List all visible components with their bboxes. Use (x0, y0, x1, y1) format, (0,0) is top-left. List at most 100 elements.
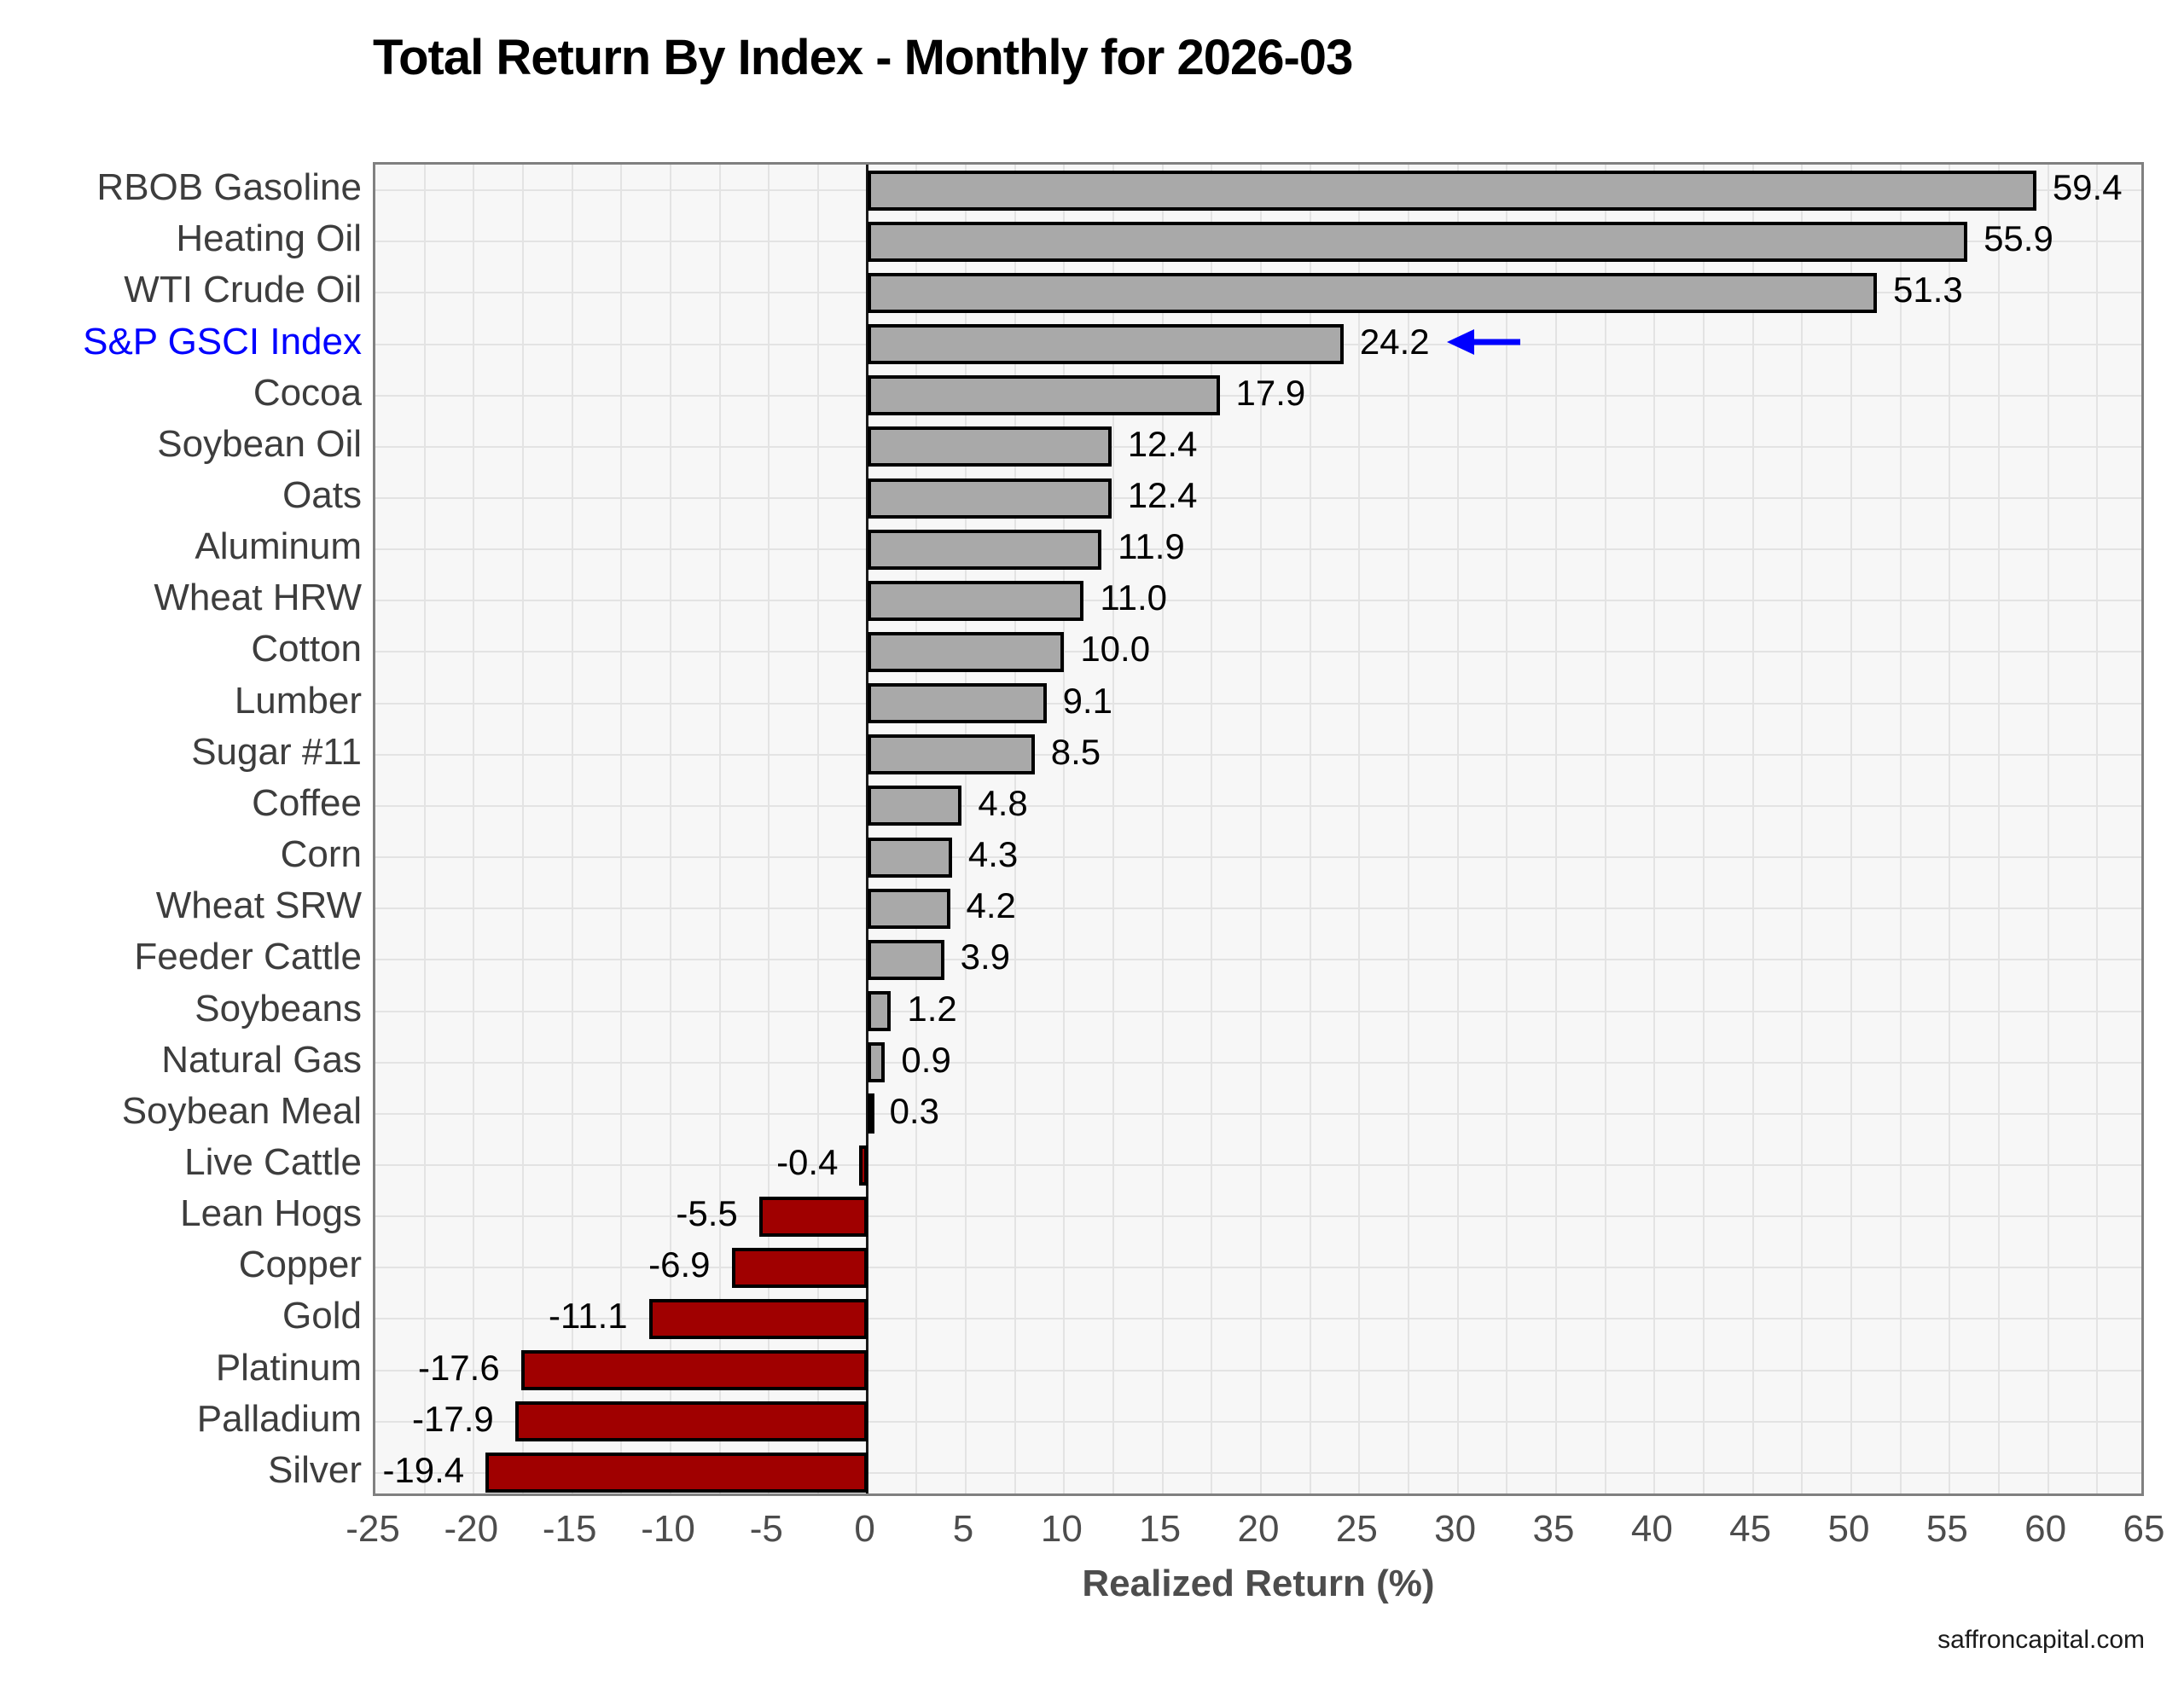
bar-rbob-gasoline (867, 170, 2036, 211)
gridline-vertical (522, 165, 524, 1493)
value-text: -6.9 (648, 1244, 711, 1285)
category-label-platinum: Platinum (215, 1346, 362, 1389)
gridline-vertical (1751, 165, 1754, 1493)
x-tick-label: 45 (1729, 1508, 1772, 1550)
category-label-cocoa: Cocoa (253, 371, 362, 414)
bar-copper (731, 1247, 868, 1288)
value-label-lumber: 9.1 (1063, 681, 1112, 722)
x-tick-label: 5 (952, 1508, 974, 1550)
gridline-horizontal (375, 1369, 2141, 1372)
gridline-horizontal (375, 1164, 2141, 1166)
x-tick-label: -25 (346, 1508, 400, 1550)
bar-platinum (520, 1350, 868, 1391)
gridline-vertical (1211, 165, 1213, 1493)
gridline-horizontal (375, 1061, 2141, 1064)
gridline-vertical (1456, 165, 1459, 1493)
gridline-horizontal (375, 1010, 2141, 1012)
value-text: -17.9 (412, 1398, 494, 1439)
value-label-coffee: 4.8 (978, 783, 1027, 824)
value-text: 0.9 (901, 1039, 951, 1080)
zero-axis-line (866, 165, 869, 1493)
gridline-vertical (1998, 165, 2000, 1493)
value-label-soybean-meal: 0.3 (890, 1091, 939, 1132)
gridline-vertical (1063, 165, 1066, 1493)
category-label-coffee: Coffee (252, 781, 362, 824)
gridline-horizontal (375, 702, 2141, 705)
value-label-rbob-gasoline: 59.4 (2053, 167, 2123, 208)
gridline-vertical (915, 165, 918, 1493)
value-text: 4.8 (978, 782, 1028, 823)
value-text: 59.4 (2052, 167, 2123, 208)
x-tick-label: 55 (1926, 1508, 1968, 1550)
category-label-soybean-oil: Soybean Oil (157, 422, 362, 465)
x-tick-label: 30 (1434, 1508, 1477, 1550)
value-text: 3.9 (960, 937, 1011, 977)
gridline-vertical (1949, 165, 1951, 1493)
gridline-horizontal (375, 497, 2141, 499)
value-text: 8.5 (1050, 731, 1101, 772)
value-label-wheat-hrw: 11.0 (1100, 577, 1167, 618)
gridline-horizontal (375, 753, 2141, 756)
value-text: 0.3 (889, 1090, 939, 1131)
bar-coffee (867, 786, 962, 826)
category-label-rbob-gasoline: RBOB Gasoline (96, 166, 362, 209)
category-label-palladium: Palladium (196, 1397, 362, 1440)
category-label-lumber: Lumber (234, 679, 362, 722)
chart-title: Total Return By Index - Monthly for 2026… (373, 30, 1353, 85)
category-label-live-cattle: Live Cattle (184, 1141, 362, 1183)
gridline-vertical (2096, 165, 2099, 1493)
gridline-horizontal (375, 1215, 2141, 1218)
value-label-copper: -6.9 (506, 1244, 711, 1285)
gridline-horizontal (375, 445, 2141, 448)
gridline-vertical (1801, 165, 1804, 1493)
gridline-horizontal (375, 1318, 2141, 1320)
gridline-vertical (1408, 165, 1409, 1493)
value-text: -19.4 (382, 1449, 465, 1490)
value-label-oats: 12.4 (1128, 475, 1198, 516)
footer-watermark: saffroncapital.com (1937, 1626, 2145, 1654)
gridline-horizontal (375, 856, 2141, 859)
bar-lumber (867, 683, 1047, 724)
bar-cocoa (867, 375, 1220, 416)
x-tick-label: 60 (2024, 1508, 2067, 1550)
value-text: 9.1 (1062, 680, 1112, 721)
value-label-wti-crude-oil: 51.3 (1893, 270, 1963, 310)
category-label-wheat-srw: Wheat SRW (155, 884, 362, 927)
value-label-cocoa: 17.9 (1236, 373, 1306, 414)
gridline-vertical (1899, 165, 1902, 1493)
gridline-horizontal (375, 548, 2141, 551)
category-label-corn: Corn (280, 833, 362, 876)
value-text: 4.3 (967, 834, 1019, 875)
value-label-natural-gas: 0.9 (901, 1040, 950, 1081)
value-label-lean-hogs: -5.5 (533, 1193, 738, 1234)
value-text: 11.0 (1100, 577, 1168, 618)
category-label-feeder-cattle: Feeder Cattle (134, 936, 362, 978)
value-text: -17.6 (417, 1347, 500, 1388)
gridline-horizontal (375, 1267, 2141, 1269)
bar-corn (867, 837, 952, 878)
bar-wheat-srw (867, 888, 950, 929)
gridline-vertical (817, 165, 819, 1493)
gridline-vertical (670, 165, 671, 1493)
gridline-horizontal (375, 651, 2141, 653)
gridline-vertical (423, 165, 426, 1493)
bar-feeder-cattle (867, 939, 944, 980)
gridline-horizontal (375, 394, 2141, 397)
bar-cotton (867, 631, 1065, 672)
value-label-cotton: 10.0 (1080, 629, 1150, 670)
bar-palladium (514, 1401, 868, 1442)
gridline-vertical (768, 165, 770, 1493)
x-axis-title: Realized Return (%) (1082, 1563, 1435, 1604)
gridline-vertical (1703, 165, 1705, 1493)
value-text: -5.5 (676, 1193, 738, 1234)
bar-sugar-11 (867, 734, 1035, 775)
category-label-wheat-hrw: Wheat HRW (154, 577, 362, 619)
gridline-horizontal (375, 804, 2141, 807)
value-label-silver: -19.4 (259, 1450, 464, 1491)
category-label-lean-hogs: Lean Hogs (180, 1192, 362, 1235)
value-text: 4.2 (966, 885, 1016, 926)
value-label-heating-oil: 55.9 (1984, 218, 2053, 259)
value-text: 55.9 (1984, 218, 2053, 259)
value-label-soybean-oil: 12.4 (1128, 424, 1198, 465)
value-text: 17.9 (1235, 372, 1306, 413)
